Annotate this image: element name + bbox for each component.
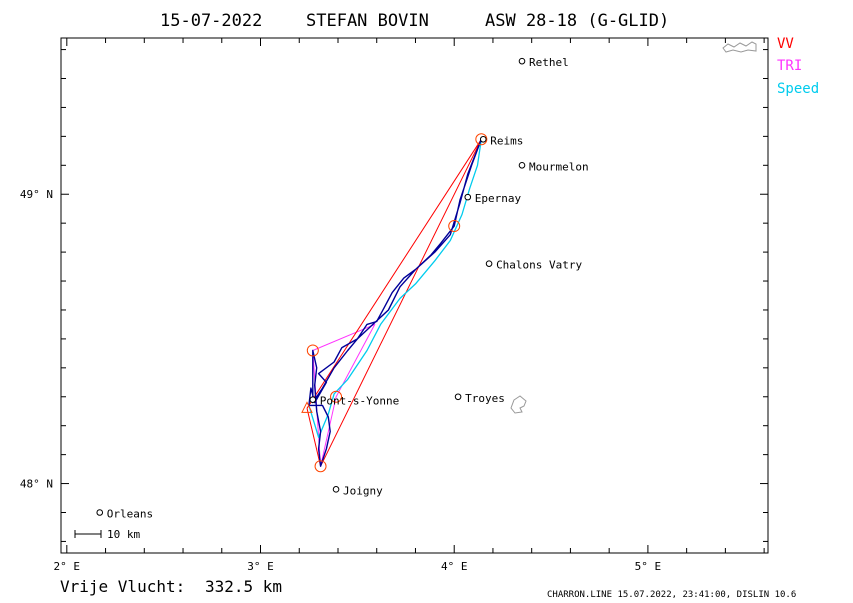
x-tick-label: 2° E [54,560,81,573]
footer-distance-label: Vrije Vlucht: [60,577,185,596]
city-label: Joigny [343,484,383,497]
coastline-outline [722,41,757,53]
flight-series [301,138,482,467]
city-marker [518,57,526,65]
plot-frame [60,37,769,554]
title-date: 15-07-2022 [160,11,262,31]
city-marker [479,135,487,143]
turnpoint-circle [314,460,327,473]
city-marker [332,486,340,493]
city-label: Troyes [465,392,505,405]
footer-distance-value: 332.5 km [205,577,282,596]
series-tri [312,323,376,467]
y-tick-label: 48° N [20,478,53,491]
legend-tri: TRI [777,58,802,74]
y-tick-label: 49° N [20,188,53,201]
title-glider: ASW 28-18 (G-GLID) [485,11,669,31]
turnpoint-circle [475,133,488,146]
city-marker [454,393,462,401]
legend-speed: Speed [777,81,819,97]
city-marker [96,509,104,516]
city-marker [518,162,526,169]
city-label: Pont-s-Yonne [320,395,399,408]
legend-vv: VV [777,36,794,52]
x-tick-label: 5° E [635,560,662,573]
turnpoints [306,133,488,473]
axis-tick-labels: 2° E 3° E 4° E 5° E 48° N 49° N [20,188,661,573]
city-marker [464,193,472,201]
city-marker [485,260,493,267]
scale-bar: 10 km [74,528,140,541]
series-vv [306,138,482,467]
x-tick-label: 3° E [247,560,274,573]
city-label: Chalons Vatry [496,259,582,272]
city-label: Mourmelon [529,160,589,173]
title-pilot: STEFAN BOVIN [306,11,429,31]
footer-credit: CHARRON.LINE 15.07.2022, 23:41:00, DISLI… [547,590,796,600]
turnpoint-circle [306,344,319,357]
city-label: Rethel [529,56,569,69]
city-markers: Rethel Reims Mourmelon Epernay Chalons Vatry… [96,56,589,520]
x-tick-label: 4° E [441,560,468,573]
city-label: Reims [490,134,523,147]
city-label: Orleans [107,507,153,520]
city-label: Epernay [475,192,522,205]
series-track [308,138,482,467]
axis-ticks [61,38,768,553]
scale-bar-label: 10 km [107,528,140,541]
city-marker [309,396,317,403]
turnpoint-circle [330,390,343,403]
start-marker [301,401,313,413]
lake-outline [510,395,527,414]
turnpoint-circle [448,220,461,233]
